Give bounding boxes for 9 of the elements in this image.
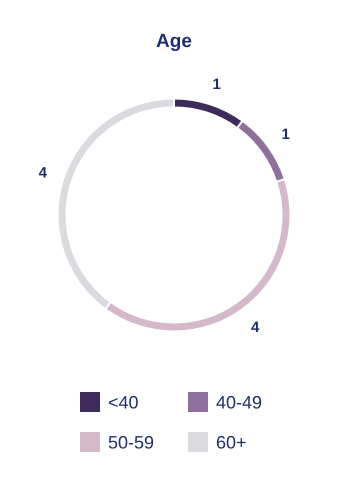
data-label: 4 [38,164,48,182]
legend-label: 40-49 [216,392,262,412]
legend-label: <40 [108,392,139,412]
data-label: 4 [250,318,260,336]
data-label: 1 [281,126,290,144]
data-label: 1 [212,76,221,94]
legend-label: 50-59 [108,432,154,452]
legend-label: 60+ [216,432,247,452]
chart-title: Age [156,31,192,52]
